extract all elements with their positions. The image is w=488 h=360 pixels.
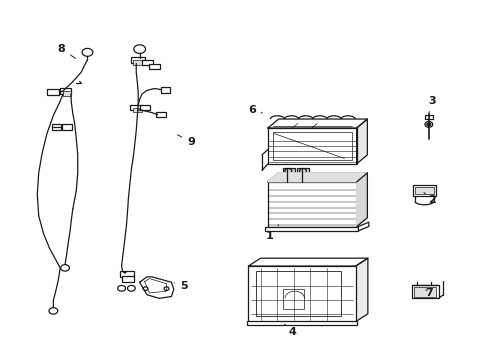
Bar [282,289,304,309]
Bar [413,287,435,297]
Text: 6: 6 [247,105,262,115]
Polygon shape [355,258,367,321]
Bar [61,125,72,130]
Bar [267,128,356,164]
Text: 8: 8 [58,44,75,58]
Text: 5: 5 [174,281,187,291]
Circle shape [426,123,430,126]
Bar [414,187,433,194]
Polygon shape [356,173,366,226]
Text: 1: 1 [265,225,278,240]
Bar [265,226,357,231]
Bar [140,105,150,110]
Bar [156,112,165,117]
Bar [149,64,160,69]
Text: 3: 3 [427,96,435,114]
Bar [52,125,61,130]
Bar [411,285,438,298]
Bar [272,132,351,160]
Bar [47,89,59,95]
Polygon shape [356,119,366,164]
Bar [267,182,356,226]
Text: 4: 4 [284,324,296,337]
Bar [160,87,170,93]
Bar [130,105,142,110]
Bar [297,168,309,175]
Bar [131,57,145,63]
Bar [142,60,153,65]
Bar [120,271,134,277]
Bar [63,91,71,96]
Bar [424,115,432,119]
Polygon shape [267,173,366,182]
Bar [412,185,435,196]
Bar [282,168,294,175]
Bar [122,276,134,282]
Text: 7: 7 [424,288,432,298]
Bar [255,271,340,316]
Text: 9: 9 [177,135,194,147]
Bar [246,321,356,325]
Bar [133,59,143,64]
Text: 2: 2 [423,193,435,205]
Bar [248,266,355,321]
Bar [60,88,71,94]
Bar [133,108,142,112]
